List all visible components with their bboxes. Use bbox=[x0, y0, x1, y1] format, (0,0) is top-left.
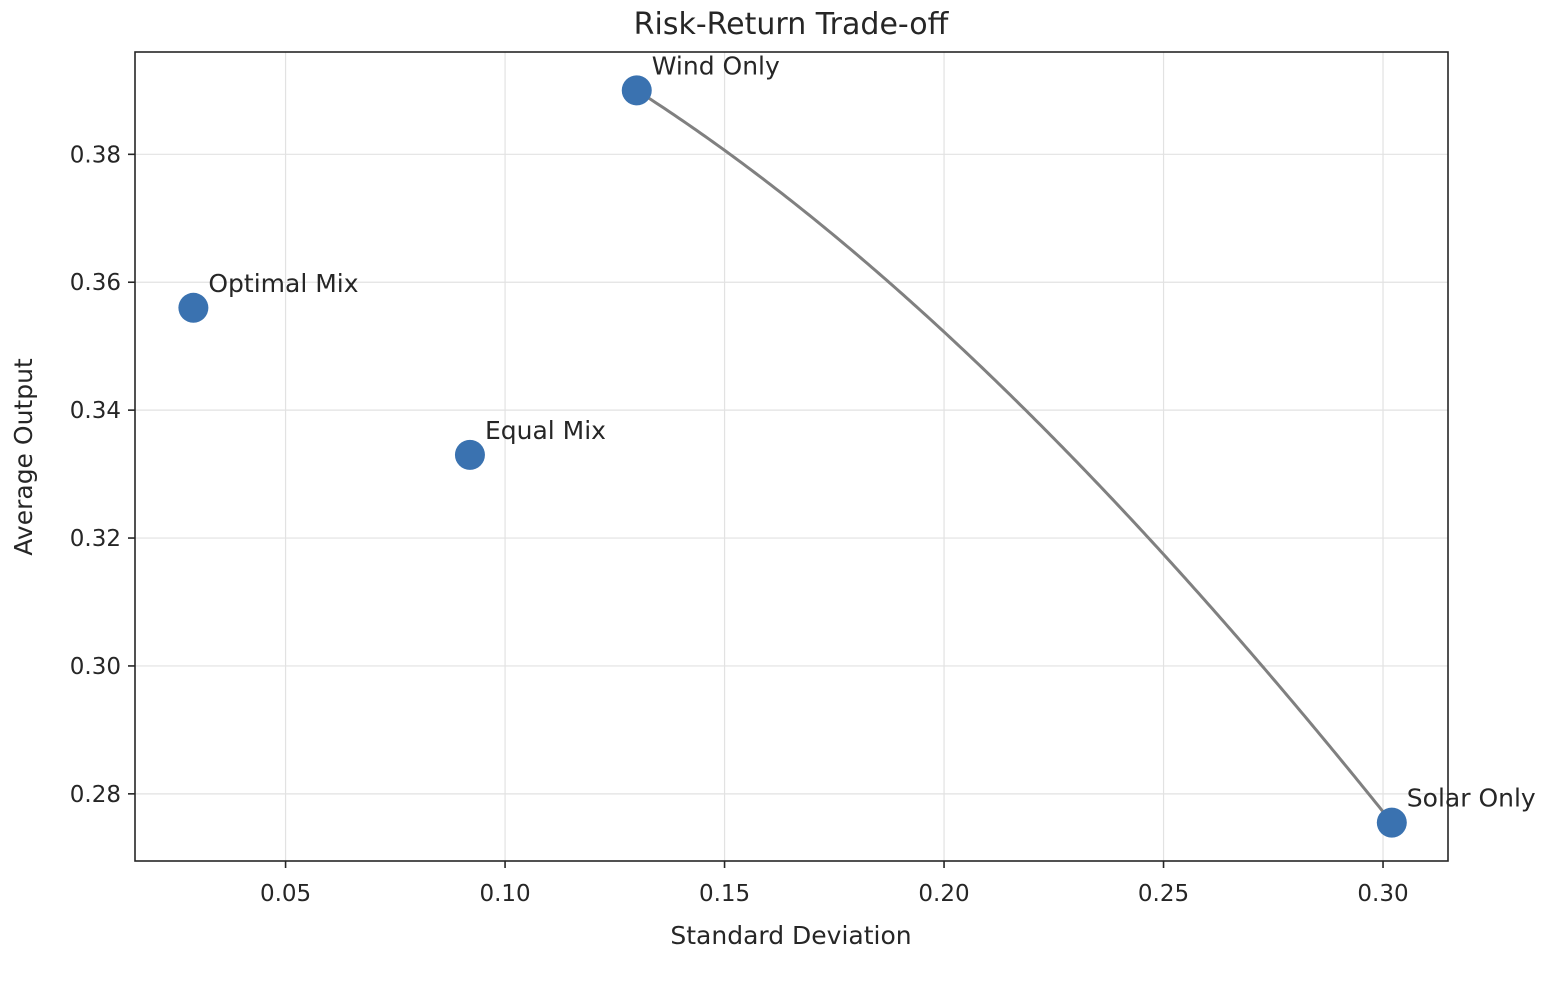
x-tick-label: 0.30 bbox=[1357, 881, 1408, 907]
data-points: Wind Only Optimal Mix Equal Mix Solar Only bbox=[178, 51, 1536, 838]
data-point bbox=[1376, 807, 1407, 838]
y-axis-ticks: 0.28 0.30 0.32 0.34 0.36 0.38 bbox=[70, 142, 135, 808]
data-point bbox=[621, 75, 652, 106]
y-tick-label: 0.36 bbox=[70, 270, 121, 296]
chart-title: Risk-Return Trade-off bbox=[634, 7, 950, 42]
x-axis-label: Standard Deviation bbox=[670, 921, 911, 950]
point-label: Wind Only bbox=[652, 51, 780, 80]
x-tick-label: 0.10 bbox=[479, 881, 530, 907]
point-label: Solar Only bbox=[1407, 784, 1536, 813]
x-tick-label: 0.20 bbox=[918, 881, 969, 907]
y-axis-label: Average Output bbox=[9, 358, 38, 556]
efficient-frontier-line bbox=[635, 89, 1393, 824]
plot-frame bbox=[134, 51, 1449, 862]
x-tick-label: 0.25 bbox=[1138, 881, 1189, 907]
point-label: Optimal Mix bbox=[208, 269, 358, 298]
gridlines bbox=[135, 52, 1448, 861]
x-tick-label: 0.05 bbox=[260, 881, 311, 907]
x-tick-label: 0.15 bbox=[699, 881, 750, 907]
y-tick-label: 0.32 bbox=[70, 526, 121, 552]
x-axis-ticks: 0.05 0.10 0.15 0.20 0.25 0.30 bbox=[260, 861, 1409, 907]
y-tick-label: 0.38 bbox=[70, 142, 121, 168]
point-label: Equal Mix bbox=[485, 416, 606, 445]
data-point bbox=[178, 292, 209, 323]
y-tick-label: 0.28 bbox=[70, 782, 121, 808]
data-point bbox=[454, 439, 485, 470]
y-tick-label: 0.34 bbox=[70, 398, 121, 424]
y-tick-label: 0.30 bbox=[70, 654, 121, 680]
